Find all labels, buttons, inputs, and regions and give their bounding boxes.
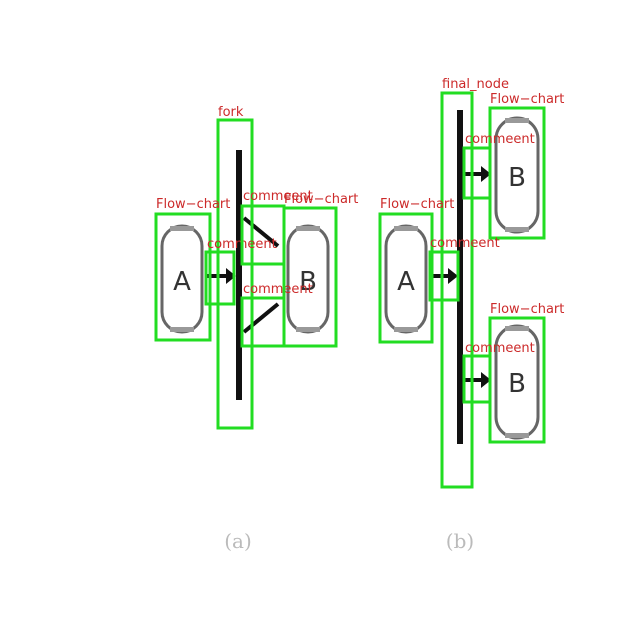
svg-text:Flow−chart: Flow−chart xyxy=(380,197,454,212)
svg-text:Flow−chart: Flow−chart xyxy=(156,197,230,212)
node-a-right: A xyxy=(384,224,428,334)
svg-text:commeent: commeent xyxy=(465,341,535,356)
detection-flow-chart-a-right: Flow−chart xyxy=(378,197,454,344)
arrow-fork-up xyxy=(242,216,280,248)
arrowhead xyxy=(226,268,236,284)
svg-text:Flow−chart: Flow−chart xyxy=(490,92,564,107)
final-bar xyxy=(457,110,463,444)
node-b-right-bottom: B xyxy=(494,324,540,440)
arrowhead xyxy=(481,166,491,182)
node-b-right-top: B xyxy=(494,116,540,234)
arrowhead xyxy=(481,372,491,388)
svg-text:commeent: commeent xyxy=(243,282,313,297)
node-letter: A xyxy=(397,267,415,297)
fork-bar xyxy=(236,150,242,400)
detection-comment-a-right-arrow: commeent xyxy=(428,236,500,302)
arrow-fork-down xyxy=(242,302,280,334)
node-b-left: B xyxy=(286,224,330,334)
svg-text:commeent: commeent xyxy=(243,189,313,204)
node-letter: A xyxy=(173,267,191,297)
diagram-a: A B (a) xyxy=(160,150,330,553)
svg-text:Flow−chart: Flow−chart xyxy=(284,192,358,207)
detection-flow-chart-b-left: Flow−chart xyxy=(282,192,358,348)
diagram-b: A B B (b) xyxy=(384,110,540,553)
detection-comment-b-bottom-arrow: commeent xyxy=(462,341,535,404)
caption-b: (b) xyxy=(446,529,474,553)
svg-text:final_node: final_node xyxy=(442,77,509,92)
svg-text:commeent: commeent xyxy=(465,132,535,147)
svg-text:commeent: commeent xyxy=(430,236,500,251)
svg-text:Flow−chart: Flow−chart xyxy=(490,302,564,317)
caption-a: (a) xyxy=(224,529,252,553)
node-a-left: A xyxy=(160,224,204,334)
detection-overlay: fork Flow−chart commeent commeent commee… xyxy=(154,77,564,489)
arrowhead xyxy=(448,268,458,284)
node-letter: B xyxy=(299,267,317,297)
detection-flow-chart-a-left: Flow−chart xyxy=(154,197,230,342)
svg-text:fork: fork xyxy=(218,105,244,120)
detection-final-node: final_node xyxy=(440,77,509,489)
detection-fork: fork xyxy=(216,105,254,430)
node-letter: B xyxy=(508,369,526,399)
node-letter: B xyxy=(508,163,526,193)
detection-comment-b-top-arrow: commeent xyxy=(462,132,535,200)
